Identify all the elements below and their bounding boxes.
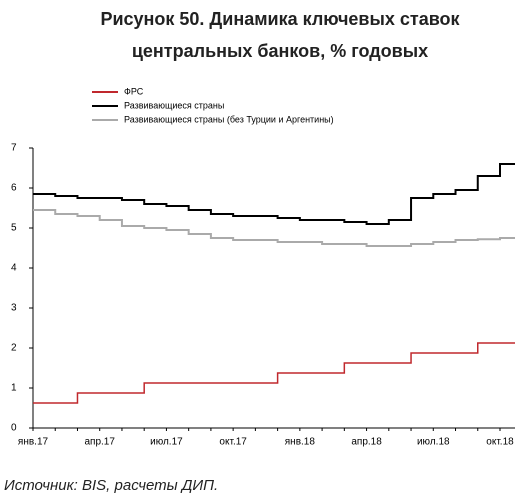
legend-label: Развивающиеся страны (без Турции и Арген… — [124, 114, 334, 124]
y-tick-label: 4 — [11, 263, 17, 274]
x-tick-label: апр.17 — [84, 437, 115, 448]
legend-label: Развивающиеся страны — [124, 100, 224, 110]
chart-title: центральных банков, % годовых — [132, 41, 428, 61]
y-tick-label: 6 — [11, 183, 17, 194]
y-tick-label: 1 — [11, 383, 17, 394]
x-tick-label: янв.18 — [285, 437, 316, 448]
series-line — [33, 163, 515, 225]
x-tick-label: янв.17 — [18, 437, 49, 448]
x-tick-label: июл.18 — [417, 437, 450, 448]
legend-label: ФРС — [124, 86, 144, 96]
x-tick-label: апр.18 — [351, 437, 382, 448]
y-tick-label: 3 — [11, 303, 17, 314]
y-tick-label: 0 — [11, 423, 17, 434]
x-tick-label: окт.17 — [219, 437, 247, 448]
y-tick-label: 7 — [11, 143, 17, 154]
x-tick-label: июл.17 — [150, 437, 183, 448]
series-line — [33, 342, 515, 404]
y-tick-label: 2 — [11, 343, 17, 354]
x-tick-label: окт.18 — [486, 437, 514, 448]
series-line — [33, 209, 515, 247]
source: Источник: BIS, расчеты ДИП. — [4, 477, 218, 494]
chart-title: Рисунок 50. Динамика ключевых ставок — [100, 9, 460, 29]
y-tick-label: 5 — [11, 223, 17, 234]
